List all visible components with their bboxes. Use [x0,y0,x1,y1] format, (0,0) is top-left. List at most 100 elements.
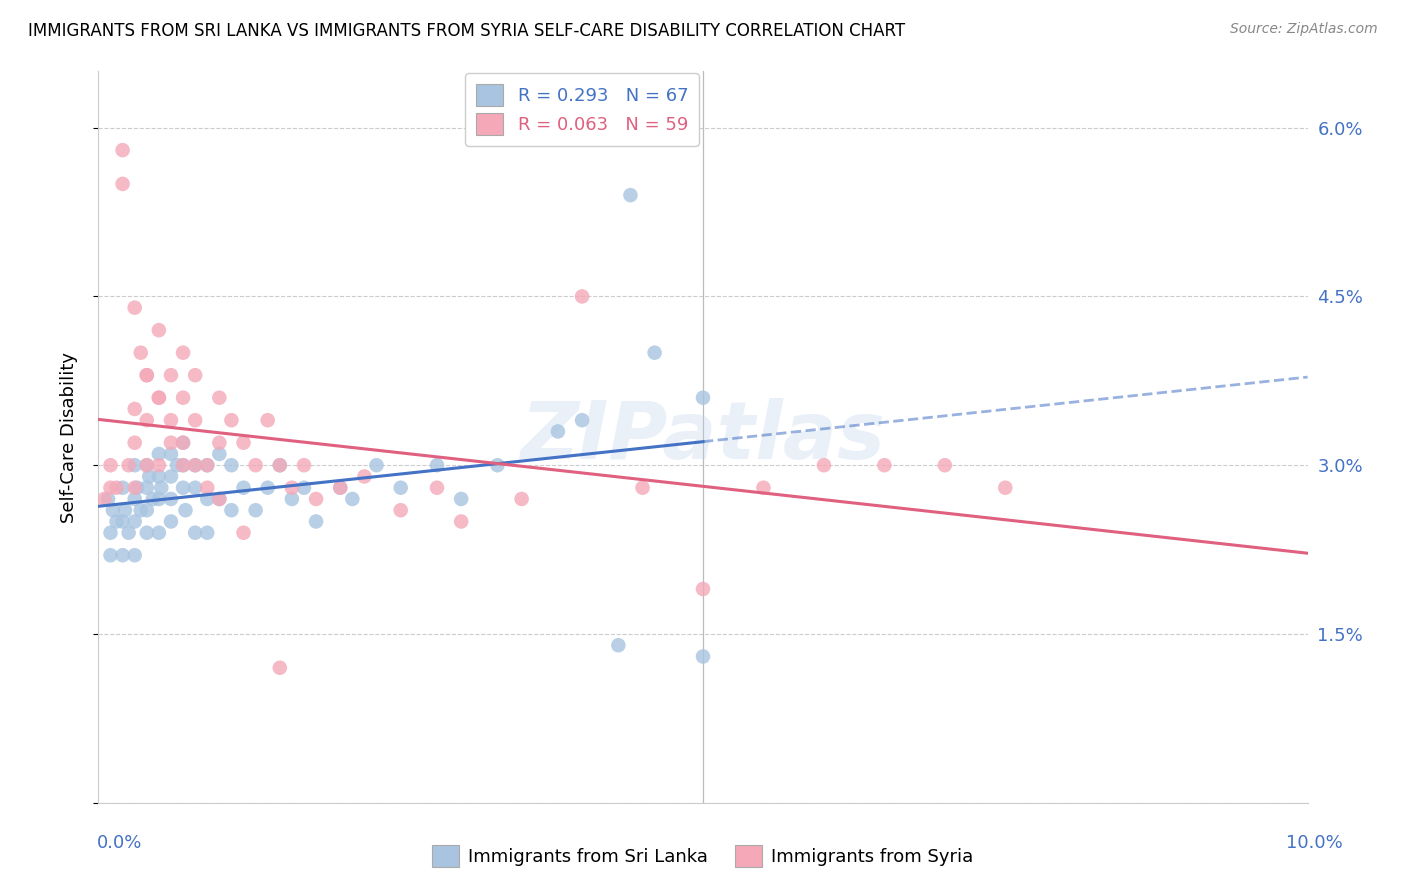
Text: 10.0%: 10.0% [1286,834,1343,852]
Point [208,447,231,461]
Point [269,661,291,675]
Point [450,491,472,506]
Point [607,638,630,652]
Point [644,345,666,359]
Point [172,435,194,450]
Point [124,435,146,450]
Point [135,368,157,383]
Point [124,301,146,315]
Point [366,458,388,473]
Point [124,491,146,506]
Point [256,413,278,427]
Point [111,548,134,562]
Text: ZIPatlas: ZIPatlas [520,398,886,476]
Point [305,515,328,529]
Point [510,491,533,506]
Point [256,481,278,495]
Point [353,469,375,483]
Point [873,458,896,473]
Point [342,491,364,506]
Point [426,481,449,495]
Point [124,481,146,495]
Point [450,515,472,529]
Point [129,503,152,517]
Point [142,491,165,506]
Point [692,649,714,664]
Point [221,458,243,473]
Point [127,481,149,495]
Point [486,458,509,473]
Point [148,469,170,483]
Point [148,491,170,506]
Y-axis label: Self-Care Disability: Self-Care Disability [59,351,77,523]
Point [184,481,207,495]
Point [172,391,194,405]
Point [245,503,267,517]
Point [148,391,170,405]
Point [101,503,124,517]
Point [389,481,412,495]
Point [994,481,1017,495]
Point [232,435,254,450]
Point [105,481,128,495]
Point [571,413,593,427]
Point [184,458,207,473]
Point [100,525,122,540]
Point [195,525,218,540]
Point [160,413,183,427]
Point [426,458,449,473]
Point [135,413,157,427]
Point [172,458,194,473]
Point [118,525,141,540]
Point [292,481,315,495]
Point [172,435,194,450]
Point [172,481,194,495]
Point [100,458,122,473]
Point [114,503,136,517]
Point [269,458,291,473]
Point [148,323,170,337]
Point [195,481,218,495]
Point [281,491,304,506]
Point [631,481,654,495]
Point [221,413,243,427]
Point [166,458,188,473]
Text: Source: ZipAtlas.com: Source: ZipAtlas.com [1230,22,1378,37]
Point [184,525,207,540]
Point [174,503,197,517]
Legend: R = 0.293   N = 67, R = 0.063   N = 59: R = 0.293 N = 67, R = 0.063 N = 59 [465,73,699,146]
Point [129,345,152,359]
Point [184,458,207,473]
Point [571,289,593,303]
Point [111,481,134,495]
Point [135,458,157,473]
Point [305,491,328,506]
Point [135,481,157,495]
Point [135,525,157,540]
Point [135,503,157,517]
Point [100,548,122,562]
Point [160,435,183,450]
Point [329,481,352,495]
Point [135,368,157,383]
Point [195,458,218,473]
Point [692,582,714,596]
Point [148,525,170,540]
Text: 0.0%: 0.0% [97,834,142,852]
Point [221,503,243,517]
Point [208,435,231,450]
Point [148,458,170,473]
Point [245,458,267,473]
Point [232,525,254,540]
Point [111,515,134,529]
Point [813,458,835,473]
Point [172,345,194,359]
Point [160,447,183,461]
Point [934,458,956,473]
Point [160,515,183,529]
Point [124,401,146,416]
Point [111,177,134,191]
Point [389,503,412,517]
Point [692,391,714,405]
Point [124,458,146,473]
